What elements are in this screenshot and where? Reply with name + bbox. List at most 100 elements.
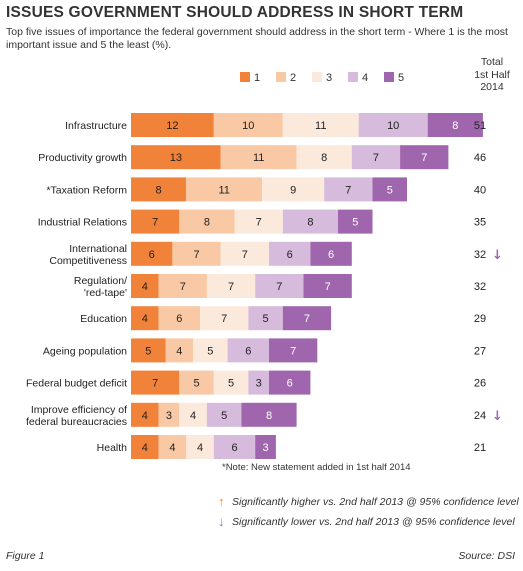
legend-swatch [276,72,286,82]
data-label: 5 [262,313,268,325]
legend-item-4: 4 [348,72,368,84]
category-label: Productivity growth [38,152,127,164]
bar-segment [172,241,221,266]
bar-segment [282,209,338,234]
data-label: 4 [142,313,148,325]
data-label: 5 [145,345,151,357]
source-label: Source: DSI [458,550,515,562]
bar-segment [200,306,249,331]
data-label: 6 [231,442,237,454]
data-label: 5 [207,345,213,357]
data-label: 8 [156,184,162,196]
bar-segment [220,241,269,266]
significance-higher-note: ↑ Significantly higher vs. 2nd half 2013… [218,494,519,509]
bar-segment [372,177,407,202]
bar-segment [324,177,373,202]
chart-subtitle: Top five issues of importance the federa… [6,26,508,51]
total-value: 21 [474,442,486,454]
bar-segment [262,177,325,202]
bar-segment [400,145,449,170]
legend-label: 4 [362,72,369,84]
bar-segment [179,370,214,395]
bar-segment [131,241,173,266]
legend-swatch [384,72,394,82]
total-value: 26 [474,378,486,390]
legend-item-3: 3 [312,72,332,84]
bar-segment [269,370,311,395]
data-label: 12 [166,120,178,132]
data-label: 6 [149,249,155,261]
bar-segment [193,338,228,363]
data-label: 6 [287,378,293,390]
bar-segment [220,145,297,170]
total-value: 51 [474,120,486,132]
legend-swatch [348,72,358,82]
data-label: 4 [142,442,148,454]
footnote: *Note: New statement added in 1st half 2… [222,462,411,473]
bar-segment [310,241,352,266]
data-label: 11 [218,184,229,196]
data-label: 7 [256,217,262,229]
stacked-bar-chart: Infrastructure 12 10 11 10 8 51 Productivity gr… [26,113,503,459]
legend-item-5: 5 [384,72,404,84]
category-label: Infrastructure [65,120,127,132]
bar-segment [158,306,200,331]
bar-segment [158,402,180,427]
chart-title: ISSUES GOVERNMENT SHOULD ADDRESS IN SHOR… [6,4,464,21]
bar-segment [351,145,401,170]
data-label: 4 [169,442,175,454]
bar-segment [131,177,187,202]
bar-segment [427,113,483,137]
arrow-down-icon: ↓ [218,514,225,529]
arrow-down-icon: ↓ [492,409,503,424]
legend-swatch [240,72,250,82]
data-label: 6 [245,345,251,357]
data-label: 7 [373,152,379,164]
significance-lower-note: ↓ Significantly lower vs. 2nd half 2013 … [218,514,515,529]
data-label: 7 [421,152,427,164]
data-label: 7 [325,281,331,293]
data-label: 5 [387,184,393,196]
data-label: 3 [256,378,262,390]
figure-label: Figure 1 [6,550,45,562]
data-label: 7 [304,313,310,325]
data-label: 7 [221,313,227,325]
bar-segment [158,435,187,459]
bar-segment [131,145,221,170]
legend-item-1: 1 [240,72,260,84]
data-label: 6 [176,313,182,325]
data-label: 7 [180,281,186,293]
significance-higher-text: Significantly higher vs. 2nd half 2013 @… [232,496,519,508]
data-label: 8 [266,410,272,422]
data-label: 7 [228,281,234,293]
category-label: Improve efficiency of federal bureaucraci… [26,404,127,428]
data-label: 8 [204,217,210,229]
data-label: 6 [287,249,293,261]
data-label: 4 [176,345,182,357]
data-label: 13 [170,152,182,164]
data-label: 4 [142,410,148,422]
bar-segment [213,113,283,137]
data-label: 7 [290,345,296,357]
legend-label: 2 [290,72,297,84]
legend-label: 3 [326,72,333,84]
bar-segment [296,145,352,170]
data-label: 10 [242,120,254,132]
bar-segment [131,306,159,331]
data-label: 7 [152,378,158,390]
data-label: 7 [152,217,158,229]
data-label: 4 [142,281,148,293]
bar-segment [131,274,159,298]
data-label: 7 [242,249,248,261]
bar-segment [269,338,318,363]
bar-segment [131,113,214,137]
data-label: 5 [221,410,227,422]
data-label: 9 [290,184,296,196]
bar-segment [227,338,269,363]
legend-label: 1 [254,72,261,84]
bar-segment [206,274,256,298]
category-label: Industrial Relations [38,217,127,229]
bar-segment [186,435,214,459]
bar-segment [234,209,283,234]
legend-swatch [312,72,322,82]
